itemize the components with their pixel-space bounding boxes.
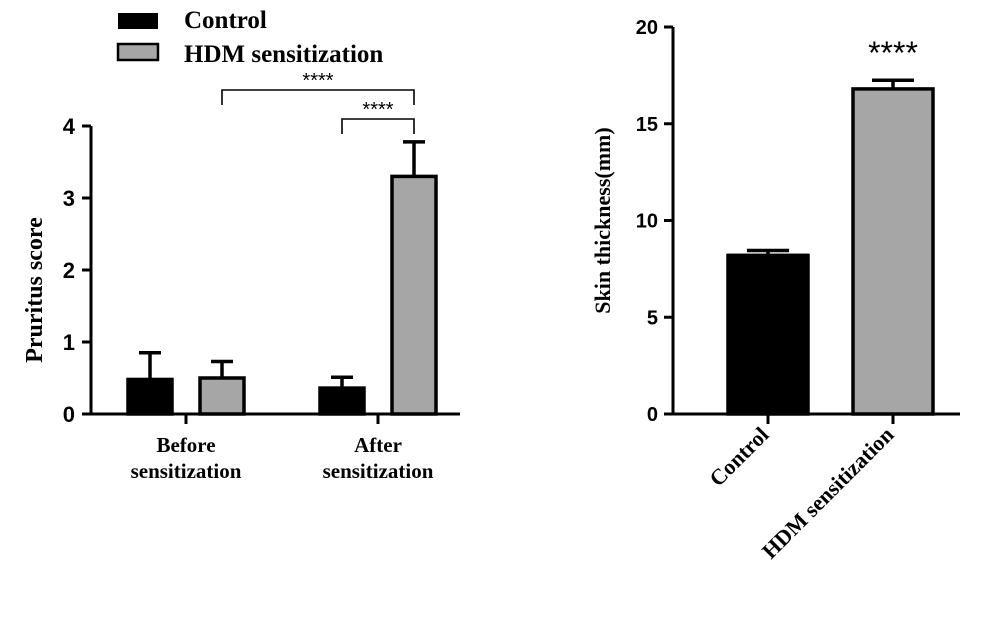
y-tick-label: 15 xyxy=(636,114,658,136)
y-tick-label: 1 xyxy=(63,330,75,355)
legend: Control HDM sensitization xyxy=(116,7,383,68)
y-tick-label: 0 xyxy=(647,404,658,426)
significance-label: **** xyxy=(868,35,918,71)
x-tick-label: HDM sensitization xyxy=(757,422,899,564)
y-tick-label: 5 xyxy=(647,307,658,329)
legend-label-hdm: HDM sensitization xyxy=(184,41,383,68)
bar xyxy=(126,377,174,416)
y-tick-label: 20 xyxy=(636,17,658,39)
bar xyxy=(851,87,935,416)
x-tick-label: sensitization xyxy=(131,459,242,483)
y-tick-label: 2 xyxy=(63,258,75,283)
x-tick-label: Control xyxy=(704,422,773,491)
legend-swatch-control xyxy=(118,13,158,29)
y-tick-label: 10 xyxy=(636,211,658,233)
y-tick-label: 3 xyxy=(63,186,75,211)
y-axis-label: Skin thickness(mm) xyxy=(590,127,615,313)
y-axis-label: Pruritus score xyxy=(22,217,48,363)
y-tick-label: 4 xyxy=(63,114,76,139)
y-tick-label: 0 xyxy=(63,402,75,427)
bar xyxy=(198,376,246,416)
bar xyxy=(726,253,810,416)
significance-label: **** xyxy=(362,99,393,121)
significance-label: **** xyxy=(302,70,333,92)
bar xyxy=(318,386,366,416)
x-tick-label: Before xyxy=(156,433,215,457)
x-tick-label: sensitization xyxy=(323,459,434,483)
significance-bracket xyxy=(341,118,415,134)
significance-bracket xyxy=(221,89,415,105)
legend-swatch-hdm xyxy=(116,42,160,62)
legend-label-control: Control xyxy=(184,7,267,34)
bar xyxy=(390,174,438,416)
x-tick-label: After xyxy=(354,433,402,457)
